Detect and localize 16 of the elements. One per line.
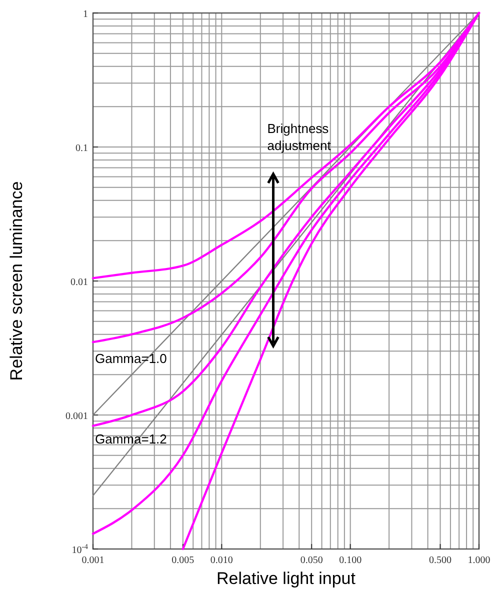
y-tick-label: 0.001 xyxy=(66,411,88,422)
y-axis-title: Relative screen luminance xyxy=(7,181,26,381)
series-label: Gamma=1.0 xyxy=(95,351,167,366)
x-axis-title: Relative light input xyxy=(216,569,356,588)
x-tick-label: 1.000 xyxy=(468,555,490,566)
x-tick-label: 0.050 xyxy=(300,555,323,566)
x-tick-label: 0.100 xyxy=(339,555,362,566)
x-tick-label: 0.010 xyxy=(210,555,233,566)
x-tick-label: 0.500 xyxy=(429,555,452,566)
x-tick-label: 0.005 xyxy=(172,555,194,566)
y-tick-label: 0.1 xyxy=(76,143,88,154)
annotation: Brightness adjustment xyxy=(267,121,332,153)
series-label: Gamma=1.2 xyxy=(95,432,167,447)
y-tick-label: 0.01 xyxy=(70,277,88,288)
y-tick-label: 10$^{-4}$ xyxy=(72,542,88,556)
y-tick-label: 1 xyxy=(83,9,88,20)
